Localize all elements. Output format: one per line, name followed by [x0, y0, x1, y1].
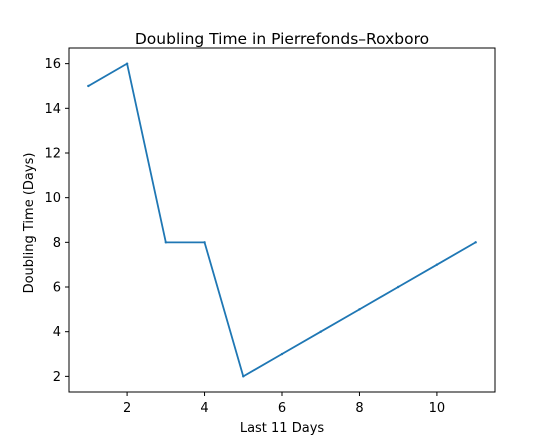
- plot-area: 2 4 6 8 10 2 4 6 8 10 12 14 16: [44, 47, 496, 416]
- chart-title: Doubling Time in Pierrefonds–Roxboro: [135, 30, 429, 48]
- y-tick-label: 12: [44, 146, 61, 161]
- data-point: [164, 241, 168, 244]
- data-point: [319, 330, 322, 333]
- data-point: [203, 241, 206, 244]
- x-tick-label: 10: [429, 401, 446, 416]
- y-tick-label: 8: [53, 236, 61, 251]
- data-point: [242, 375, 245, 378]
- y-tick-label: 10: [44, 191, 61, 206]
- y-tick-label: 6: [53, 281, 61, 296]
- data-point: [435, 263, 439, 266]
- data-point: [280, 352, 284, 356]
- y-tick-label: 14: [44, 102, 61, 117]
- x-axis-label: Last 11 Days: [240, 421, 325, 436]
- x-tick-label: 4: [200, 401, 208, 416]
- x-tick-label: 8: [355, 401, 363, 416]
- y-tick-label: 16: [44, 57, 61, 72]
- x-tick-label: 2: [123, 401, 131, 416]
- axes-frame: [68, 47, 496, 393]
- data-point: [396, 285, 400, 289]
- data-point: [125, 62, 129, 65]
- y-tick-label: 2: [53, 370, 61, 385]
- y-tick-label: 4: [53, 325, 61, 340]
- x-tick-label: 6: [278, 401, 286, 416]
- data-point: [358, 308, 361, 311]
- data-point: [87, 84, 90, 88]
- y-axis-label: Doubling Time (Days): [22, 153, 37, 294]
- data-point: [474, 241, 477, 244]
